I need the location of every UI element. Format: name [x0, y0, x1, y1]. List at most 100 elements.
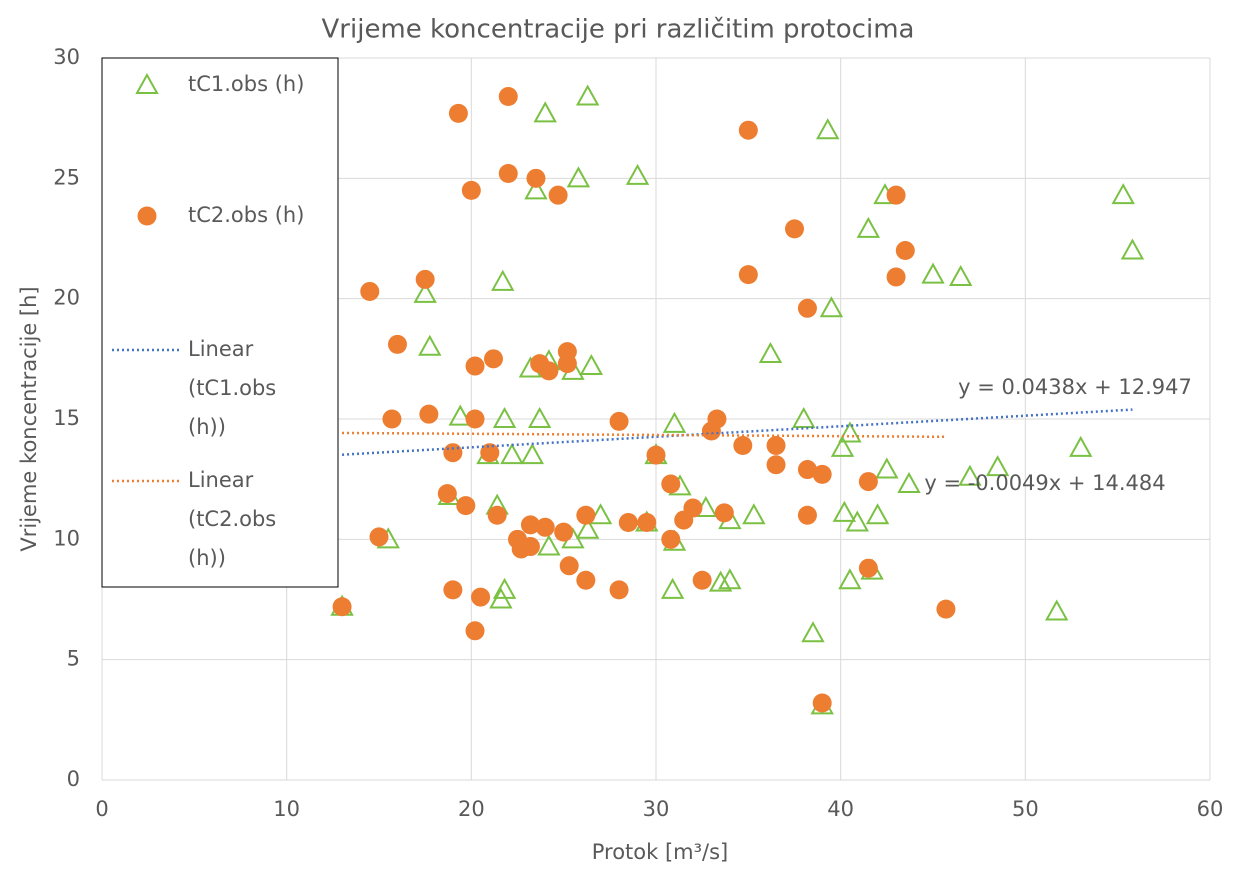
circle-point: [526, 168, 546, 188]
y-tick-label: 5: [67, 647, 80, 671]
triangle-point: [1069, 435, 1093, 457]
circle-point: [797, 505, 817, 525]
triangle-point: [1120, 238, 1145, 260]
circle-point: [461, 180, 481, 200]
triangle-point: [718, 568, 742, 590]
x-tick-label: 30: [643, 797, 670, 821]
circle-point: [797, 298, 817, 318]
circle-point: [419, 404, 439, 424]
circle-point: [498, 87, 518, 107]
circle-point: [539, 361, 559, 381]
triangle-point: [575, 84, 600, 106]
circle-point: [576, 505, 596, 525]
triangle-point: [958, 464, 982, 486]
triangle-point: [816, 118, 840, 140]
triangle-point: [985, 455, 1010, 477]
triangle-point: [520, 443, 544, 465]
circle-point: [480, 443, 500, 463]
triangle-point: [792, 406, 816, 428]
circle-point: [557, 354, 577, 374]
circle-point: [576, 570, 596, 590]
circle-point: [456, 496, 476, 516]
x-tick-label: 20: [458, 797, 485, 821]
y-tick-label: 0: [67, 767, 80, 791]
circle-point: [465, 621, 485, 641]
triangle-point: [575, 517, 600, 539]
triangle-point: [588, 503, 613, 525]
trendline-equation: y = 0.0438x + 12.947: [958, 375, 1192, 399]
circle-point: [437, 484, 457, 504]
circle-point: [548, 185, 568, 205]
triangle-point: [838, 421, 862, 443]
trendline: [342, 431, 946, 439]
triangle-point: [856, 216, 881, 238]
triangle-point: [537, 534, 561, 556]
triangle-point: [949, 264, 973, 287]
circle-point: [683, 498, 703, 518]
triangle-point: [838, 568, 862, 590]
legend-label: tC1.obs (h): [188, 72, 304, 96]
triangle-point: [660, 577, 685, 599]
triangle-point: [491, 269, 515, 291]
legend-label: Linear (tC2.obs (h)): [188, 468, 276, 570]
circle-point: [487, 505, 507, 525]
circle-point: [707, 409, 727, 429]
circle-point: [554, 522, 574, 542]
triangle-point: [832, 500, 857, 522]
circle-point: [443, 580, 463, 600]
x-tick-label: 10: [273, 797, 300, 821]
legend-box: [101, 57, 339, 588]
circle-point: [483, 349, 503, 369]
trendline: [341, 408, 1133, 456]
x-axis-title: Protok [m³/s]: [592, 840, 729, 864]
circle-point: [886, 185, 906, 205]
circle-point: [535, 517, 555, 537]
circle-point: [936, 599, 956, 619]
circle-point: [858, 558, 878, 578]
circle-point: [785, 219, 804, 239]
circle-point: [766, 435, 786, 455]
circle-point: [465, 356, 485, 376]
chart-title: Vrijeme koncentracije pri različitim pro…: [322, 15, 915, 45]
circle-point: [886, 267, 906, 287]
triangle-point: [708, 570, 733, 592]
circle-point: [618, 512, 638, 532]
triangle-point: [524, 178, 548, 200]
triangle-point: [135, 72, 159, 94]
triangle-point: [921, 262, 945, 284]
y-tick-label: 25: [53, 165, 80, 189]
y-axis-title: Vrijeme koncentracije [h]: [17, 286, 41, 551]
triangle-point: [489, 587, 513, 609]
circle-point: [332, 597, 352, 617]
triangle-point: [742, 503, 766, 525]
circle-point: [137, 206, 157, 226]
circle-point: [692, 570, 712, 590]
triangle-point: [418, 334, 442, 356]
circle-point: [858, 472, 878, 492]
triangle-point: [865, 503, 890, 525]
triangle-point: [1111, 183, 1135, 205]
triangle-point: [801, 621, 825, 643]
y-tick-label: 15: [53, 406, 80, 430]
triangle-point: [819, 296, 844, 318]
circle-point: [812, 464, 832, 484]
circle-point: [520, 515, 540, 535]
y-tick-label: 20: [53, 286, 80, 310]
circle-point: [415, 269, 435, 289]
circle-point: [738, 120, 758, 140]
trendline-equation: y = -0.0049x + 14.484: [924, 471, 1165, 495]
circle-point: [714, 503, 734, 523]
circle-point: [448, 103, 468, 123]
triangle-point: [897, 471, 921, 493]
circle-point: [661, 474, 681, 494]
circle-point: [609, 580, 629, 600]
circle-point: [766, 455, 786, 475]
legend-label: Linear (tC1.obs (h)): [188, 337, 276, 439]
circle-point: [382, 409, 402, 429]
triangle-point: [579, 353, 604, 376]
triangle-point: [830, 435, 855, 457]
triangle-point: [1045, 599, 1069, 621]
triangle-point: [448, 404, 472, 426]
triangle-point: [875, 457, 899, 479]
